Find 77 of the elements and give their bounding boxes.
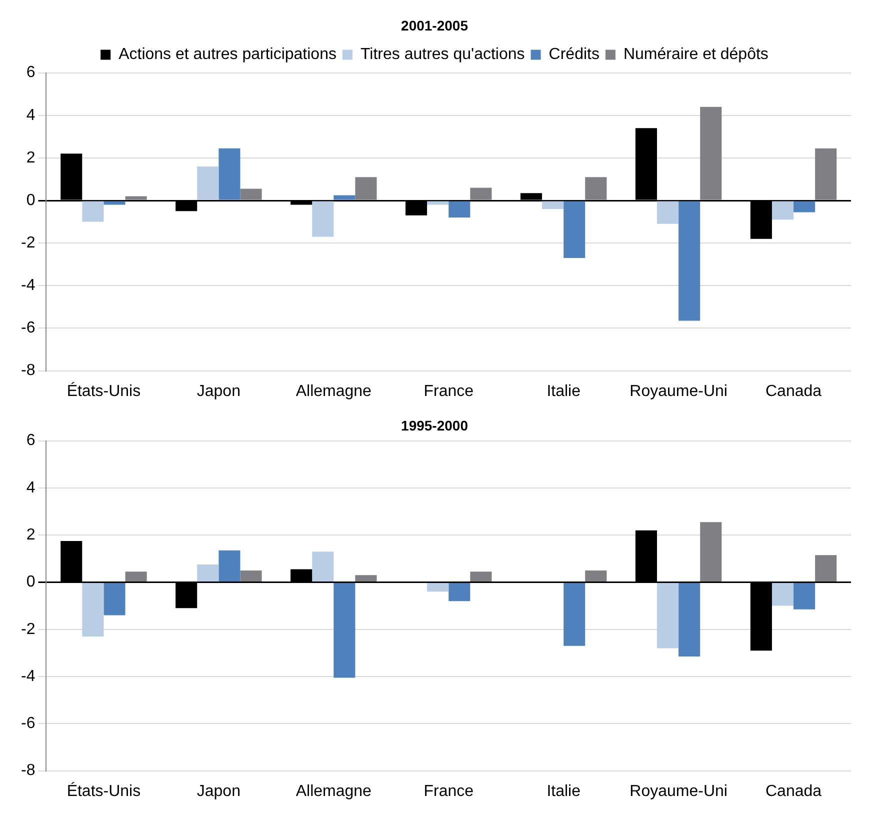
y-tick-label: 2: [26, 526, 36, 544]
legend-label: Numéraire et dépôts: [623, 46, 768, 64]
bar: [427, 201, 449, 205]
bar: [104, 201, 126, 205]
bar: [82, 201, 104, 222]
bar: [197, 564, 219, 582]
bar: [448, 201, 470, 218]
bar: [240, 188, 262, 200]
bar: [218, 550, 240, 582]
x-tick-label: France: [424, 782, 474, 800]
y-tick-label: -8: [20, 762, 36, 780]
legend-label: Titres autres qu'actions: [360, 46, 525, 64]
x-tick-label: États-Unis: [66, 782, 141, 800]
x-tick-label: France: [424, 382, 474, 400]
y-tick-label: -4: [20, 668, 36, 685]
y-tick-label: 2: [26, 149, 36, 166]
x-tick-label: Allemagne: [296, 782, 372, 800]
chart-title: 2001-2005: [401, 17, 468, 34]
bar: [334, 195, 356, 200]
bar: [334, 582, 356, 678]
y-tick-label: -6: [20, 320, 36, 337]
bar: [355, 575, 377, 582]
bar: [700, 522, 722, 582]
bar: [448, 582, 470, 602]
legend-label: Actions et autres participations: [118, 46, 336, 64]
bar: [240, 570, 262, 582]
x-tick-label: Italie: [546, 782, 581, 800]
bar: [772, 582, 794, 606]
bar: [125, 572, 147, 582]
x-tick-label: Japon: [196, 382, 240, 400]
bar: [815, 555, 837, 582]
bar: [656, 582, 679, 648]
y-tick-label: 6: [26, 432, 36, 450]
bar: [125, 196, 147, 200]
bar: [427, 582, 449, 592]
bar: [700, 106, 722, 200]
x-tick-label: États-Unis: [66, 382, 141, 400]
bar: [312, 552, 334, 582]
bar: [656, 201, 679, 224]
bar: [355, 177, 377, 200]
bar: [772, 201, 794, 220]
y-tick-label: -8: [20, 362, 36, 380]
bar: [585, 570, 607, 582]
bar: [564, 582, 586, 646]
legend-label: Crédits: [548, 46, 600, 64]
x-tick-label: Royaume-Uni: [630, 382, 728, 400]
bar: [218, 148, 240, 200]
y-tick-label: 6: [26, 64, 36, 82]
y-tick-label: -2: [20, 234, 36, 252]
bar: [815, 148, 837, 200]
x-tick-label: Canada: [765, 382, 822, 400]
bar: [312, 201, 334, 237]
bar: [678, 582, 700, 656]
y-tick-label: -6: [20, 715, 36, 732]
x-tick-label: Japon: [196, 782, 240, 800]
bar: [104, 582, 126, 616]
chart-title: 1995-2000: [401, 417, 468, 434]
y-tick-label: 0: [26, 574, 36, 591]
bar: [82, 582, 104, 636]
bar: [564, 201, 586, 258]
x-tick-label: Italie: [546, 382, 581, 400]
bar: [470, 572, 492, 582]
bar: [585, 177, 607, 200]
bar: [542, 201, 564, 210]
y-tick-label: -4: [20, 277, 36, 294]
y-tick-label: 0: [26, 192, 36, 209]
bar: [470, 188, 492, 200]
y-tick-label: 4: [26, 106, 36, 124]
y-tick-label: 4: [26, 479, 36, 496]
bar: [794, 201, 816, 212]
x-tick-label: Canada: [765, 782, 822, 800]
bar: [197, 166, 219, 200]
y-tick-label: -2: [20, 620, 36, 638]
x-tick-label: Royaume-Uni: [630, 782, 728, 800]
x-tick-label: Allemagne: [296, 382, 372, 400]
bar: [794, 582, 816, 610]
bar: [678, 201, 700, 321]
